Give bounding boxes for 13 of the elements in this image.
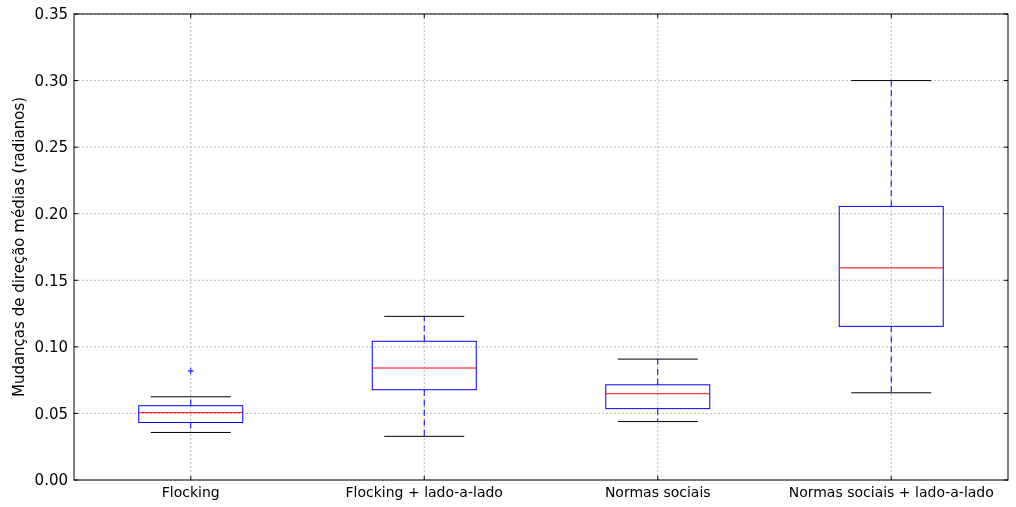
y-tick-label: 0.05 [34, 404, 68, 423]
y-tick-label: 0.25 [34, 138, 68, 157]
y-tick-label: 0.00 [34, 471, 68, 490]
y-tick-label: 0.10 [34, 338, 68, 357]
y-tick-label: 0.15 [34, 271, 68, 290]
y-tick-label: 0.30 [34, 71, 68, 90]
y-axis-title: Mudanças de direção médias (radianos) [10, 96, 28, 398]
x-tick-label: Flocking [161, 484, 220, 500]
y-tick-label: 0.20 [34, 204, 68, 223]
x-tick-label: Flocking + lado-a-lado [345, 484, 503, 500]
x-tick-label: Normas sociais [604, 484, 711, 500]
x-tick-label: Normas sociais + lado-a-lado [788, 484, 994, 500]
y-tick-label: 0.35 [34, 5, 68, 24]
